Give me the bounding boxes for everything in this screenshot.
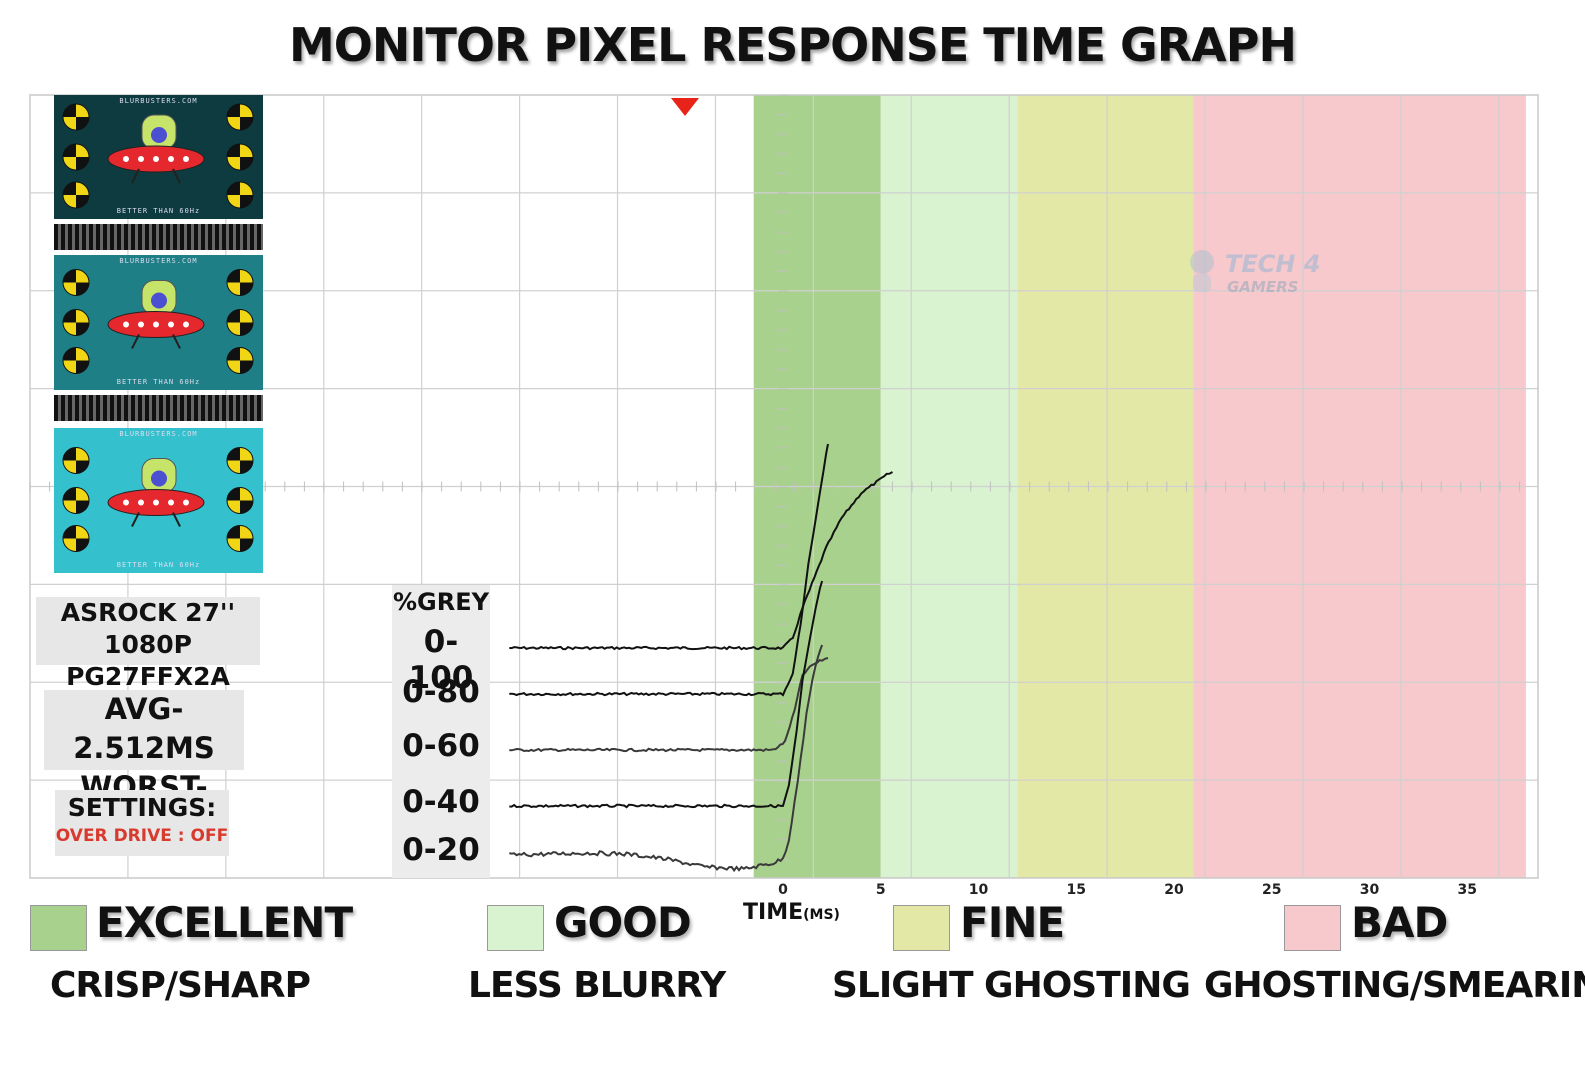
settings-value: OVER DRIVE : OFF	[55, 826, 229, 846]
x-tick-label: 5	[876, 882, 886, 898]
pattern-bottom-text: BETTER THAN 60Hz	[116, 207, 201, 215]
chart-title: MONITOR PIXEL RESPONSE TIME GRAPH	[288, 18, 1297, 72]
settings-box: SETTINGS: OVER DRIVE : OFF	[55, 790, 229, 856]
watermark-line2: GAMERS	[1227, 278, 1299, 296]
legend-desc-bad: GHOSTING/SMEARING	[1204, 965, 1585, 1006]
series-line-0-20	[509, 644, 824, 873]
series-line-0-40	[509, 580, 824, 809]
trigger-marker-icon	[671, 98, 699, 116]
ufo-test-pattern-icon	[62, 269, 254, 374]
x-axis-label: TIME(MS)	[743, 900, 840, 925]
pattern-bottom-text: BETTER THAN 60Hz	[116, 561, 201, 569]
grey-header: %GREY	[393, 588, 489, 616]
series-lines	[509, 443, 893, 873]
x-axis-title: TIME	[743, 900, 804, 925]
x-axis-ticks: 0 5 10 15 20 25 30 35	[778, 882, 1477, 898]
pattern-divider	[54, 395, 263, 421]
series-label-0-40: 0-40	[402, 784, 480, 820]
legend-desc-good: LESS BLURRY	[468, 965, 726, 1006]
series-label-0-80: 0-80	[402, 674, 480, 710]
watermark-line1: TECH 4	[1225, 250, 1321, 278]
monitor-name: ASROCK 27'' 1080P	[60, 598, 236, 659]
robot-mascot-icon	[1190, 250, 1214, 292]
settings-label: SETTINGS:	[67, 793, 217, 822]
x-tick-label: 15	[1067, 882, 1086, 898]
series-label-0-60: 0-60	[402, 728, 480, 764]
series-label-0-20: 0-20	[402, 832, 480, 868]
legend-name-fine: FINE	[960, 898, 1065, 947]
test-pattern-mid: BLURBUSTERS.COM BETTER THAN 60Hz	[54, 255, 263, 390]
monitor-model-box: ASROCK 27'' 1080P PG27FFX2A 500HZ	[36, 597, 260, 723]
x-tick-label: 35	[1458, 882, 1477, 898]
watermark-logo: TECH 4 GAMERS	[1185, 248, 1321, 300]
pattern-top-text: BLURBUSTERS.COM	[119, 430, 198, 438]
legend-swatch-bad	[1284, 905, 1341, 951]
legend-name-bad: BAD	[1351, 898, 1448, 947]
ufo-test-pattern-icon	[62, 103, 254, 209]
test-pattern-light: BLURBUSTERS.COM BETTER THAN 60Hz	[54, 428, 263, 573]
x-tick-label: 0	[778, 882, 788, 898]
pattern-divider	[54, 224, 263, 250]
series-label-0-100: 0-100	[408, 624, 474, 696]
x-tick-label: 10	[969, 882, 989, 898]
legend-name-excellent: EXCELLENT	[96, 898, 353, 947]
series-line-0-80	[509, 443, 829, 697]
x-tick-label: 20	[1164, 882, 1184, 898]
legend-name-good: GOOD	[554, 898, 692, 947]
response-stats-box: AVG-2.512MS WORST-5.6MS	[44, 690, 244, 843]
x-tick-label: 25	[1262, 882, 1281, 898]
avg-response: AVG-2.512MS	[73, 692, 215, 765]
pattern-top-text: BLURBUSTERS.COM	[119, 257, 198, 265]
legend-swatch-excellent	[30, 905, 87, 951]
pattern-top-text: BLURBUSTERS.COM	[119, 97, 198, 105]
legend-desc-excellent: CRISP/SHARP	[50, 965, 311, 1006]
test-pattern-dark: BLURBUSTERS.COM BETTER THAN 60Hz	[54, 95, 263, 219]
series-line-0-100	[509, 471, 893, 651]
ufo-test-pattern-icon	[62, 447, 254, 552]
legend-swatch-fine	[893, 905, 950, 951]
grey-label-column	[392, 585, 490, 878]
pattern-bottom-text: BETTER THAN 60Hz	[116, 378, 201, 386]
x-tick-label: 30	[1360, 882, 1380, 898]
series-line-0-60	[509, 657, 829, 753]
legend-swatch-good	[487, 905, 544, 951]
legend-desc-fine: SLIGHT GHOSTING	[832, 965, 1191, 1006]
x-axis-unit: (MS)	[803, 907, 840, 923]
